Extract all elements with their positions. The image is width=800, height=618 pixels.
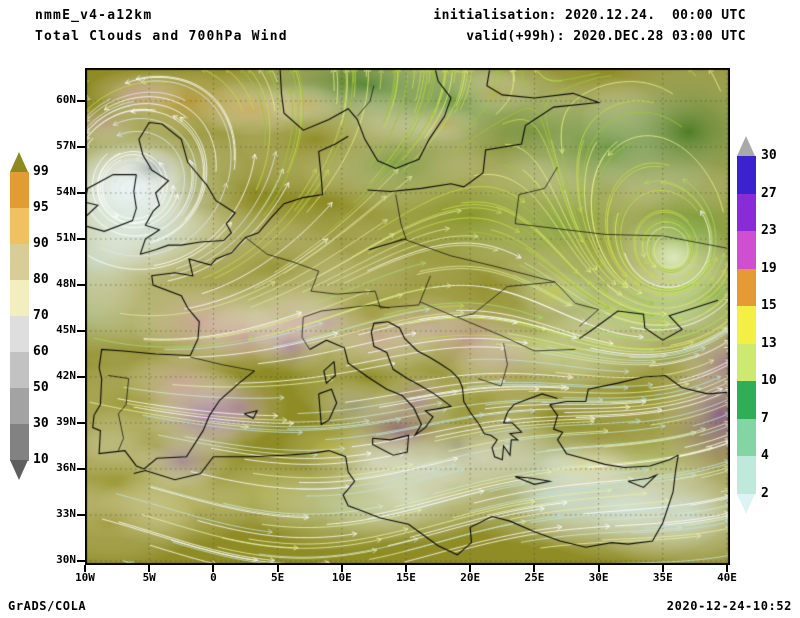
legend-arrow-bottom	[737, 493, 755, 514]
lat-tick-mark	[77, 376, 85, 378]
lon-tick-mark	[340, 565, 343, 572]
legend-tick-label: 60	[33, 344, 49, 359]
lon-tick-label: 15E	[396, 571, 416, 584]
lat-tick-label: 51N	[56, 231, 76, 244]
lon-tick-label: 20E	[460, 571, 481, 584]
legend-tick-label: 99	[33, 164, 49, 179]
legend-color-segment	[10, 424, 29, 461]
legend-color-segment	[10, 316, 29, 353]
lat-tick-label: 30N	[56, 553, 76, 566]
lat-tick-mark	[77, 284, 85, 286]
legend-tick-label: 2	[761, 485, 769, 501]
lon-tick-label: 5E	[270, 571, 285, 584]
legend-color-segment	[737, 381, 756, 419]
lon-tick-mark	[726, 565, 728, 572]
lat-tick-label: 57N	[56, 139, 76, 152]
lat-tick-label: 60N	[56, 93, 76, 106]
legend-color-segment	[737, 306, 756, 344]
legend-color-segment	[10, 352, 29, 389]
lat-tick-label: 54N	[56, 185, 76, 198]
lat-tick-label: 42N	[56, 369, 76, 382]
legend-arrow-top	[10, 152, 28, 172]
lon-tick-mark	[148, 565, 151, 572]
legend-arrow-bottom	[10, 460, 28, 480]
legend-color-segment	[737, 343, 756, 382]
legend-color-segment	[10, 280, 29, 317]
lat-tick-mark	[77, 146, 85, 148]
lon-tick-mark	[661, 565, 664, 572]
legend-tick-label: 13	[761, 335, 777, 351]
legend-tick-label: 27	[761, 185, 777, 201]
legend-tick-label: 4	[761, 448, 769, 463]
lon-tick-label: 0	[210, 571, 217, 584]
legend-color-segment	[10, 172, 29, 209]
valid-time: valid(+99h): 2020.DEC.28 03:00 UTC	[466, 29, 746, 44]
lat-tick-mark	[77, 514, 85, 516]
lon-tick-label: 40E	[717, 571, 737, 584]
legend-tick-label: 10	[761, 373, 777, 388]
lat-tick-mark	[77, 468, 85, 470]
lon-tick-label: 35E	[652, 571, 673, 584]
map-area	[85, 68, 730, 565]
legend-color-segment	[10, 208, 29, 245]
legend-tick-label: 19	[761, 260, 777, 276]
legend-tick-label: 80	[33, 272, 49, 287]
lon-tick-label: 5W	[142, 571, 156, 584]
lat-tick-mark	[77, 192, 85, 194]
lon-tick-mark	[597, 565, 600, 572]
grads-credit: GrADS/COLA	[8, 599, 87, 613]
legend-color-segment	[737, 268, 756, 307]
product-title: Total Clouds and 700hPa Wind	[35, 29, 288, 44]
legend-tick-label: 7	[761, 410, 769, 426]
legend-tick-label: 90	[33, 236, 49, 251]
lat-tick-label: 36N	[56, 461, 76, 474]
lat-tick-mark	[77, 330, 85, 332]
legend-tick-label: 70	[33, 308, 49, 323]
lon-tick-label: 30E	[588, 571, 609, 584]
legend-arrow-top	[737, 136, 755, 156]
lat-tick-mark	[77, 100, 85, 102]
lat-tick-label: 39N	[56, 415, 76, 428]
lat-tick-label: 33N	[56, 507, 76, 520]
lat-tick-label: 45N	[56, 323, 76, 336]
lon-tick-mark	[212, 565, 215, 572]
lon-tick-label: 25E	[524, 571, 545, 584]
lon-tick-label: 10E	[331, 571, 352, 584]
creation-timestamp: 2020-12-24-10:52	[666, 599, 792, 613]
legend-tick-label: 50	[33, 380, 49, 395]
legend-color-segment	[737, 156, 756, 194]
lat-tick-label: 48N	[56, 277, 76, 290]
lon-tick-mark	[533, 565, 536, 572]
legend-color-segment	[737, 456, 756, 494]
legend-color-segment	[10, 388, 29, 425]
legend-tick-label: 23	[761, 223, 777, 238]
legend-tick-label: 10	[33, 452, 49, 467]
lat-tick-mark	[77, 422, 85, 424]
legend-tick-label: 15	[761, 298, 777, 313]
legend-tick-label: 95	[33, 200, 49, 215]
legend-color-segment	[737, 231, 756, 269]
legend-color-segment	[737, 193, 756, 232]
init-time: initialisation: 2020.12.24. 00:00 UTC	[433, 8, 746, 23]
legend-tick-label: 30	[33, 416, 49, 431]
legend-tick-label: 30	[761, 148, 777, 163]
lat-tick-mark	[77, 238, 85, 240]
lon-tick-mark	[469, 565, 472, 572]
lon-tick-label: 10W	[75, 571, 95, 584]
model-name: nmmE_v4-a12km	[35, 8, 153, 23]
lon-tick-mark	[405, 565, 407, 572]
weather-map-canvas	[85, 68, 730, 565]
lon-tick-mark	[276, 565, 279, 572]
legend-color-segment	[10, 244, 29, 281]
lat-tick-mark	[77, 560, 85, 562]
legend-color-segment	[737, 418, 756, 457]
lon-tick-mark	[84, 565, 86, 572]
